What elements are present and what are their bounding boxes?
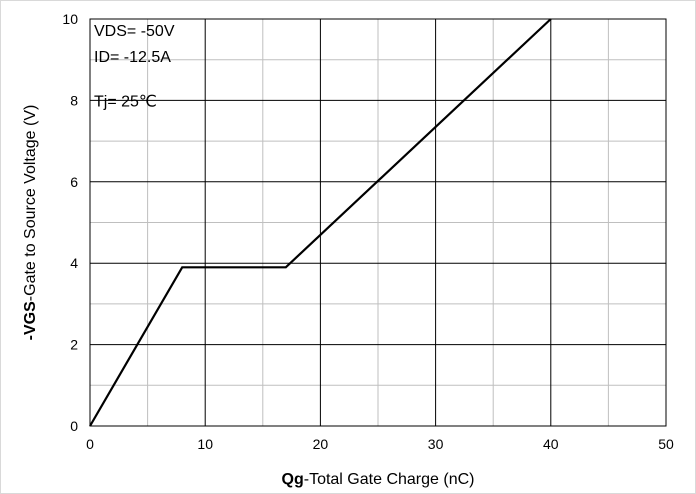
- x-tick-label: 0: [86, 436, 94, 452]
- x-tick-label: 30: [428, 436, 444, 452]
- series-group: [89, 18, 552, 427]
- series-line-1: [89, 18, 552, 427]
- y-axis-label-bold: -VGS: [22, 301, 39, 340]
- y-tick-label: 10: [62, 11, 78, 27]
- x-tick-labels: 0 10 20 30 40 50: [86, 436, 674, 452]
- y-tick-label: 6: [70, 174, 78, 190]
- annotations: VDS= -50V ID= -12.5A Tj= 25℃: [94, 23, 175, 110]
- x-tick-label: 10: [197, 436, 213, 452]
- y-tick-labels: 0 2 4 6 8 10: [62, 11, 78, 434]
- y-axis-label: -VGS-Gate to Source Voltage (V): [22, 105, 39, 341]
- plot-area-border: [89, 18, 667, 427]
- annotation-text: VDS= -50V: [94, 23, 175, 40]
- minor-grid: [90, 19, 666, 426]
- y-tick-label: 0: [70, 418, 78, 434]
- x-axis-label-rest: -Total Gate Charge (nC): [304, 471, 475, 488]
- y-tick-label: 2: [70, 337, 78, 353]
- y-tick-label: 8: [70, 92, 78, 108]
- annotation-text: Tj= 25℃: [94, 93, 157, 110]
- x-tick-label: 20: [313, 436, 329, 452]
- annotation-text: ID= -12.5A: [94, 49, 171, 66]
- y-tick-label: 4: [70, 255, 78, 271]
- x-tick-label: 50: [658, 436, 674, 452]
- y-axis-label-rest: -Gate to Source Voltage (V): [22, 105, 39, 302]
- x-axis-label: Qg-Total Gate Charge (nC): [282, 471, 475, 488]
- x-tick-label: 40: [543, 436, 559, 452]
- x-axis-label-bold: Qg: [282, 471, 304, 488]
